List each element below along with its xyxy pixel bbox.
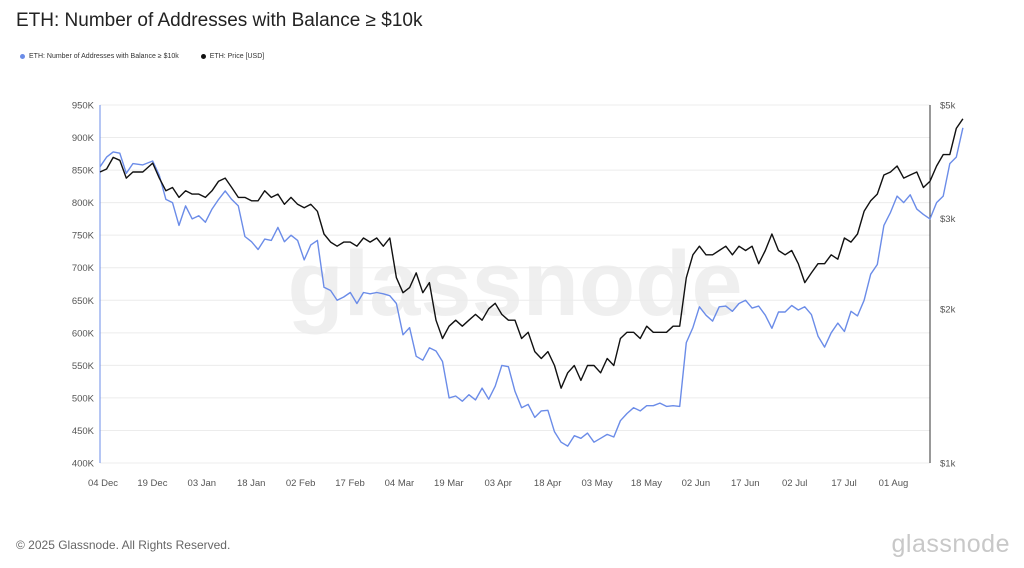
y-left-tick-label: 800K: [72, 198, 95, 209]
x-tick-label: 17 Feb: [335, 478, 365, 489]
x-tick-label: 17 Jun: [731, 478, 760, 489]
legend-swatch-addresses: [20, 54, 25, 59]
x-tick-label: 19 Dec: [137, 478, 167, 489]
y-right-tick-label: $3k: [940, 214, 956, 225]
x-tick-label: 03 May: [581, 478, 612, 489]
x-tick-label: 01 Aug: [879, 478, 909, 489]
y-left-tick-label: 550K: [72, 361, 95, 372]
y-right-tick-label: $5k: [940, 101, 956, 112]
x-tick-label: 04 Dec: [88, 478, 118, 489]
x-tick-label: 02 Jul: [782, 478, 807, 489]
y-left-tick-label: 850K: [72, 166, 95, 177]
y-right-tick-label: $1k: [940, 459, 956, 470]
x-tick-label: 18 May: [631, 478, 662, 489]
x-tick-label: 02 Jun: [682, 478, 711, 489]
x-tick-label: 02 Feb: [286, 478, 316, 489]
y-left-tick-label: 500K: [72, 393, 95, 404]
y-left-tick-label: 650K: [72, 296, 95, 307]
chart-title: ETH: Number of Addresses with Balance ≥ …: [16, 10, 423, 31]
x-tick-label: 03 Jan: [188, 478, 217, 489]
x-tick-label: 17 Jul: [831, 478, 856, 489]
series-line-addresses: [99, 127, 964, 447]
y-left-tick-label: 450K: [72, 426, 95, 437]
legend: ETH: Number of Addresses with Balance ≥ …: [20, 53, 264, 60]
y-left-tick-label: 700K: [72, 263, 95, 274]
x-tick-label: 18 Apr: [534, 478, 561, 489]
y-left-tick-label: 900K: [72, 133, 95, 144]
copyright-text: © 2025 Glassnode. All Rights Reserved.: [16, 538, 231, 552]
y-left-tick-label: 600K: [72, 328, 95, 339]
y-right-tick-label: $2k: [940, 304, 956, 315]
x-tick-label: 04 Mar: [385, 478, 415, 489]
series-line-price: [99, 118, 964, 389]
legend-label-price: ETH: Price [USD]: [209, 53, 265, 60]
x-tick-label: 18 Jan: [237, 478, 266, 489]
legend-label-addresses: ETH: Number of Addresses with Balance ≥ …: [29, 53, 179, 60]
legend-item-price[interactable]: ETH: Price [USD]: [200, 53, 265, 60]
x-tick-label: 03 Apr: [485, 478, 512, 489]
x-tick-label: 19 Mar: [434, 478, 464, 489]
brand-logo: glassnode: [891, 530, 1010, 558]
legend-swatch-price: [200, 54, 206, 59]
y-left-tick-label: 750K: [72, 231, 95, 242]
legend-item-addresses[interactable]: ETH: Number of Addresses with Balance ≥ …: [20, 53, 179, 60]
watermark-text: glassnode: [287, 233, 742, 335]
y-left-tick-label: 950K: [72, 101, 95, 112]
y-left-tick-label: 400K: [72, 459, 95, 470]
